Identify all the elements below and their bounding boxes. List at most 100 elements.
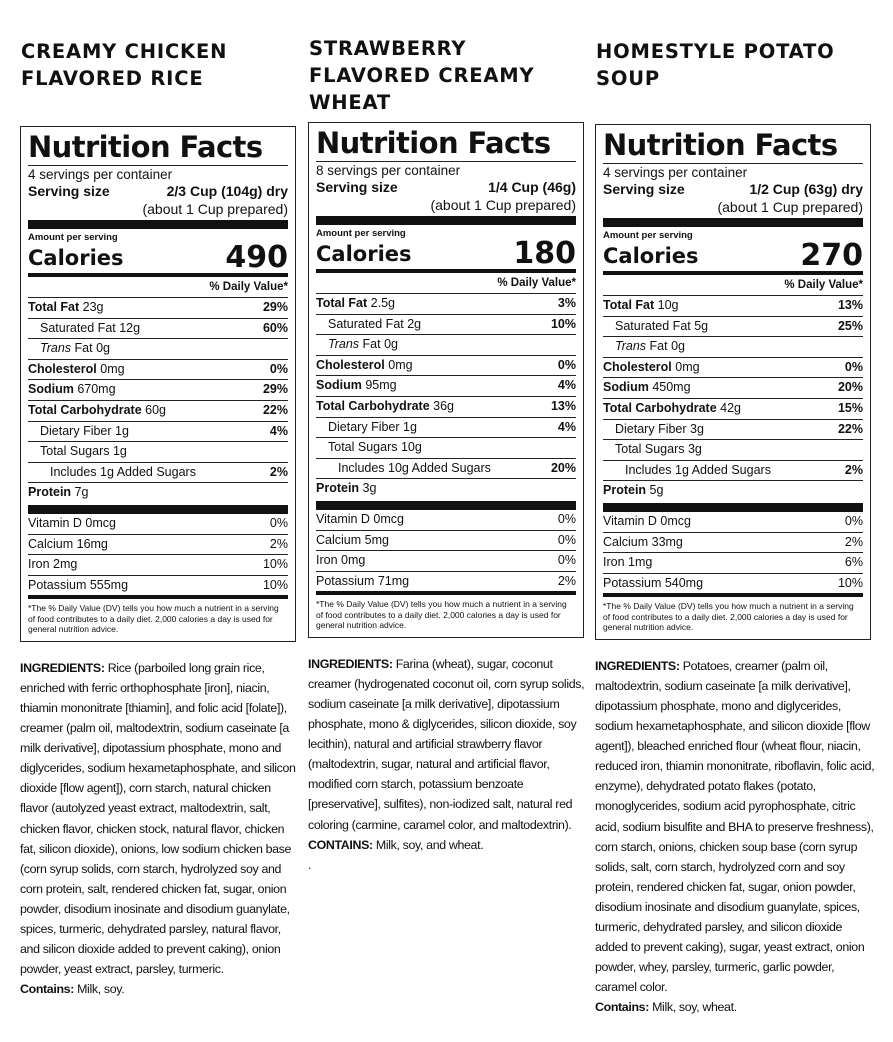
daily-value-footnote: *The % Daily Value (DV) tells you how mu… [603,601,854,633]
calories-label: Calories [603,244,699,268]
vitamin-name: Iron 2mg [28,557,78,572]
nutrient-row: Cholesterol 0mg 0% [316,356,576,377]
serving-size-row: Serving size 1/4 Cup (46g) [316,179,576,196]
vitamin-name: Calcium 5mg [316,532,389,547]
vitamin-row: Vitamin D 0mcg 0% [28,514,288,535]
amount-per-serving: Amount per serving [316,228,406,239]
medium-divider [316,591,576,596]
nutrient-name: Total Carbohydrate [603,400,717,415]
nutrient-daily-value: 4% [557,378,576,393]
product-column: STRAWBERRY FLAVORED CREAMY WHEAT Nutritio… [308,35,585,875]
nutrient-amount: 2.5g [370,296,395,310]
nutrient-name-cell: Sodium 670mg [28,380,116,400]
serving-size-row: Serving size 2/3 Cup (104g) dry [28,183,288,200]
nutrient-name-cell: Includes 1g Added Sugars [28,463,196,483]
nutrient-amount: 1g [115,423,129,438]
nutrition-facts-heading: Nutrition Facts [603,128,863,164]
prepared-amount: (about 1 Cup prepared) [717,199,863,215]
nutrient-amount: 670mg [77,382,116,397]
nutrition-facts-label: Nutrition Facts 4 servings per container S… [20,126,296,642]
vitamin-daily-value: 2% [269,536,288,551]
nutrient-row: Trans Fat 0g [603,337,863,358]
servings-per-container: 4 servings per container [28,167,173,182]
nutrient-name-cell: Includes 10g Added Sugars [316,459,491,479]
nutrient-daily-value: 25% [837,318,863,333]
nutrient-amount: 1g [403,419,417,434]
nutrition-facts-label: Nutrition Facts 4 servings per container S… [595,124,871,640]
nutrient-amount: 0g [96,341,110,356]
nutrient-amount: 0g [384,337,398,352]
contains-label: Contains: [595,1000,649,1015]
calories-row: Calories 490 [28,243,288,273]
nutrient-daily-value: 29% [262,300,288,314]
nutrient-name-cell: Protein 7g [28,483,88,503]
nutrient-name: Dietary Fiber [40,423,112,438]
nutrient-name-suffix: Fat [649,339,668,354]
nutrient-name-cell: Protein 3g [316,479,376,499]
nutrient-name: Total Carbohydrate [28,402,142,417]
daily-value-header: % Daily Value* [28,277,288,298]
product-column: HOMESTYLE POTATO SOUP Nutrition Facts 4 se… [595,38,875,1018]
nutrient-daily-value: 4% [269,423,288,438]
nutrient-daily-value: 4% [557,419,576,434]
calories-label: Calories [316,242,412,266]
nutrient-name-cell: Total Fat 23g [28,298,104,318]
nutrient-name: Total Sugars [615,442,685,457]
nutrient-name: Sodium [316,378,362,393]
nutrient-row: Total Fat 23g 29% [28,298,288,319]
nutrient-name-cell: Sodium 450mg [603,378,691,398]
nutrient-name-cell: Trans Fat 0g [603,337,685,357]
calories-row: Calories 270 [603,241,863,271]
ingredients-label: INGREDIENTS: [20,660,105,675]
nutrient-name-cell: Saturated Fat 12g [28,319,140,339]
nutrient-row: Total Fat 10g 13% [603,296,863,317]
nutrient-name-cell: Sodium 95mg [316,376,397,396]
vitamin-name: Potassium 71mg [316,573,410,588]
vitamin-name: Calcium 16mg [28,536,108,551]
nutrient-amount: 10g [400,440,422,455]
nutrient-name-cell: Saturated Fat 5g [603,317,708,337]
thick-divider [28,504,288,514]
allergens-list: Milk, soy. [73,982,125,997]
ingredients-label: INGREDIENTS: [308,656,393,671]
vitamin-daily-value: 0% [557,532,576,547]
nutrient-row: Includes 1g Added Sugars 2% [28,463,288,484]
nutrient-amount: 1g [112,444,127,459]
nutrient-name-suffix: Fat [362,337,381,352]
vitamin-name: Vitamin D 0mcg [316,511,404,526]
vitamin-name: Potassium 540mg [603,575,704,590]
nutrient-amount: 0mg [675,359,700,374]
nutrient-name: Cholesterol [28,361,97,376]
allergens-list: Milk, soy, wheat. [648,1000,737,1015]
vitamin-name: Calcium 33mg [603,534,683,549]
nutrient-name-cell: Total Carbohydrate 36g [316,397,454,417]
nutrient-name: Dietary Fiber [615,421,687,436]
nutrient-name-cell: Trans Fat 0g [316,335,398,355]
nutrient-row: Cholesterol 0mg 0% [603,358,863,379]
nutrient-name: Total Sugars [328,440,398,455]
nutrient-amount: 3g [362,481,377,496]
vitamin-daily-value: 2% [557,573,576,588]
nutrient-name: Sodium [28,382,74,397]
nutrient-name: Total Carbohydrate [316,398,430,413]
nutrient-row: Protein 5g [603,481,863,501]
ingredients-text: INGREDIENTS: Potatoes, creamer (palm oil… [595,656,877,1018]
product-title: HOMESTYLE POTATO SOUP [596,40,835,90]
nutrition-facts-heading: Nutrition Facts [316,126,576,162]
nutrient-name: Saturated Fat [615,318,691,333]
thick-divider [316,216,576,225]
nutrient-name-cell: Dietary Fiber 1g [28,422,129,442]
nutrient-row: Sodium 450mg 20% [603,378,863,399]
vitamin-daily-value: 0% [557,553,576,568]
nutrient-name-cell: Cholesterol 0mg [28,360,125,380]
nutrient-name-cell: Total Carbohydrate 60g [28,401,166,421]
nutrient-amount: 5g [694,318,709,333]
nutrient-name: Total Sugars [40,444,110,459]
nutrient-name-cell: Total Sugars 3g [603,440,702,460]
thick-divider [603,502,863,512]
nutrient-daily-value: 2% [844,462,863,477]
thick-divider [28,220,288,229]
nutrient-row: Saturated Fat 2g 10% [316,315,576,336]
vitamin-row: Calcium 5mg 0% [316,531,576,552]
nutrient-amount: 7g [74,485,89,500]
